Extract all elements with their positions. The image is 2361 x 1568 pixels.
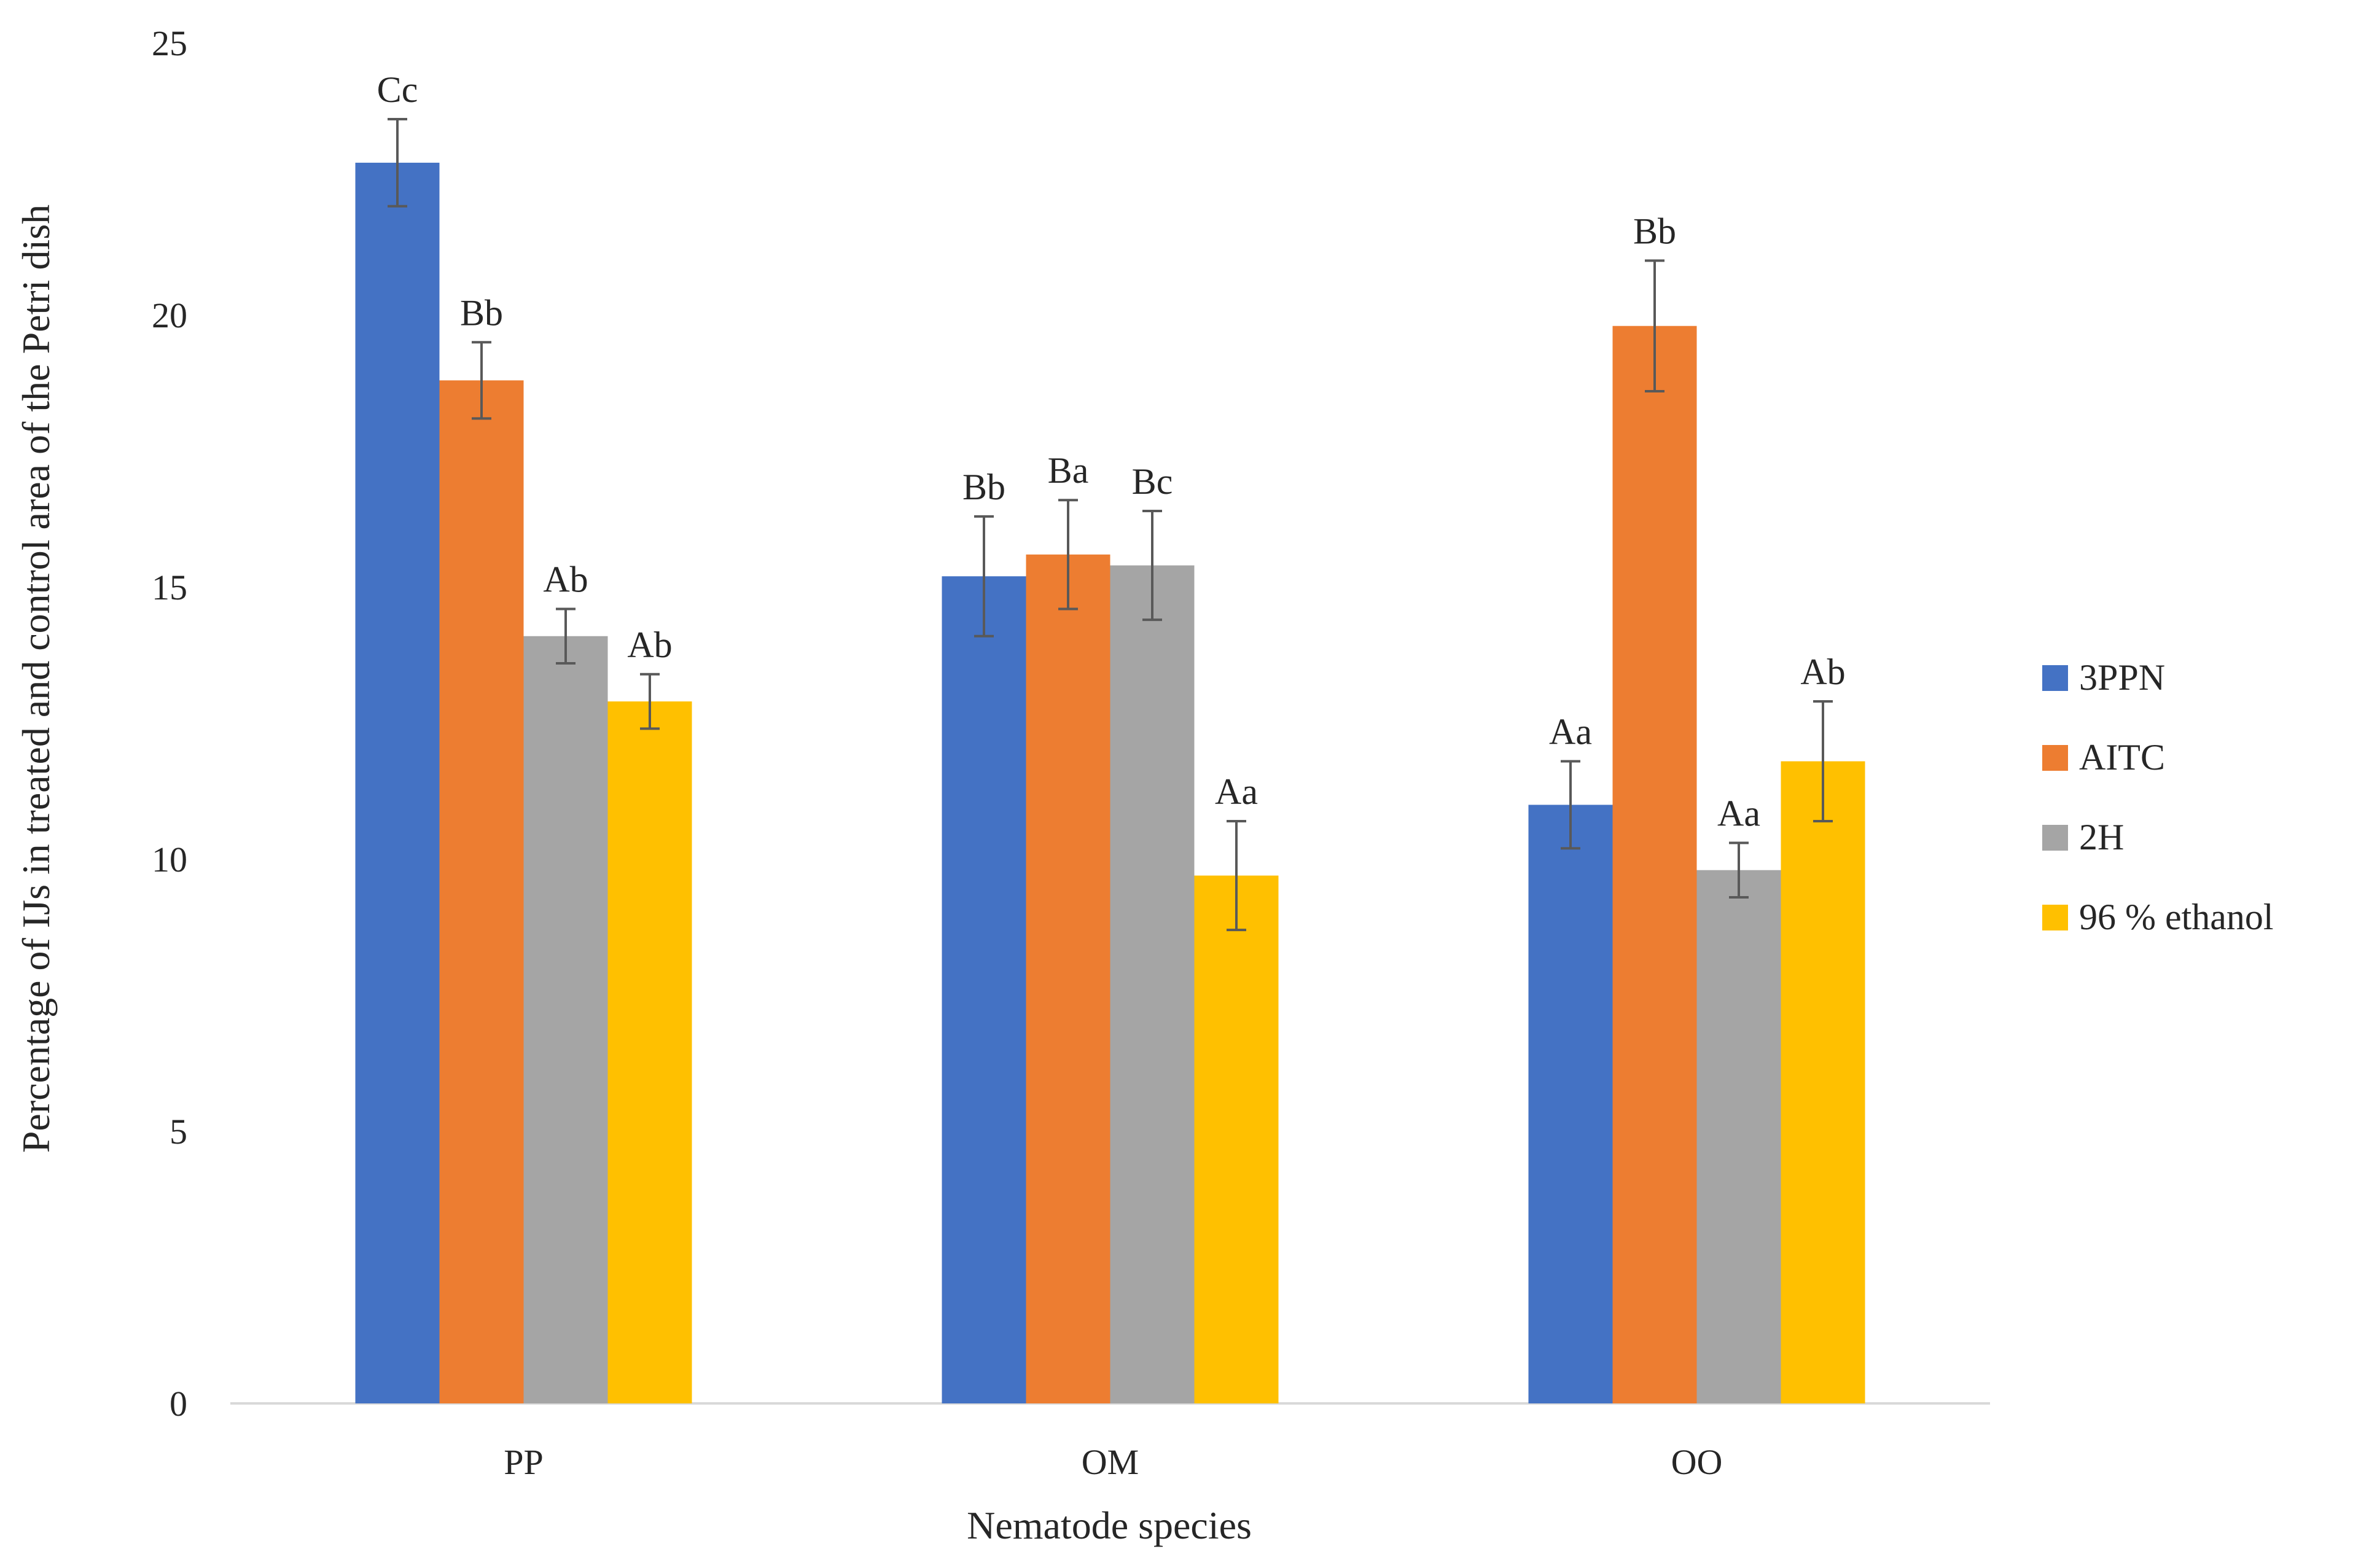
x-tick-label: OM	[1082, 1442, 1139, 1482]
x-tick-label: OO	[1671, 1442, 1723, 1482]
legend-swatch	[2042, 905, 2068, 930]
bar-2h-pp	[523, 636, 608, 1403]
significance-label: Ba	[1048, 450, 1089, 491]
significance-label: Cc	[377, 69, 418, 110]
bar-aitc-oo	[1612, 326, 1697, 1403]
legend-item: 2H	[2042, 817, 2124, 857]
y-axis-title: Percentage of IJs in treated and control…	[14, 205, 58, 1153]
legend-item: 3PPN	[2042, 657, 2165, 698]
significance-label: Ab	[1800, 652, 1845, 692]
legend-item: 96 % ethanol	[2042, 897, 2274, 937]
y-tick-label: 0	[170, 1384, 187, 1424]
significance-label: Bb	[460, 292, 503, 333]
bar-3ppn-pp	[355, 162, 440, 1403]
bar-3ppn-oo	[1528, 805, 1613, 1403]
error-bar	[640, 673, 660, 730]
error-bar	[1729, 841, 1749, 899]
legend-label: 3PPN	[2079, 657, 2165, 698]
error-bar	[1561, 760, 1580, 850]
significance-label: Ab	[543, 559, 588, 599]
bar-3ppn-om	[942, 576, 1026, 1403]
legend-swatch	[2042, 665, 2068, 691]
legend-swatch	[2042, 745, 2068, 771]
bar-aitc-pp	[439, 380, 524, 1403]
x-tick-label: PP	[504, 1442, 544, 1482]
legend-label: 2H	[2079, 817, 2124, 857]
bar-2h-oo	[1696, 870, 1781, 1403]
significance-label: Bb	[962, 467, 1005, 507]
significance-label: Bc	[1132, 461, 1173, 502]
error-bar	[556, 607, 576, 665]
significance-label: Aa	[1549, 712, 1592, 752]
bar-96-ethanol-pp	[607, 701, 692, 1403]
bar-2h-om	[1110, 565, 1195, 1403]
legend-label: AITC	[2079, 737, 2165, 778]
legend: 3PPN AITC 2H 96 % ethanol	[2042, 657, 2274, 937]
error-bar	[1813, 700, 1833, 822]
error-bar	[472, 341, 491, 420]
significance-label: Aa	[1717, 793, 1760, 833]
y-axis-ticks: 0 5 10 15 20 25	[152, 23, 187, 1424]
x-axis-title: Nematode species	[967, 1504, 1252, 1547]
error-bar	[974, 515, 994, 638]
error-bar	[1142, 509, 1162, 622]
y-tick-label: 15	[152, 568, 187, 607]
significance-label: Bb	[1633, 211, 1676, 251]
y-tick-label: 10	[152, 840, 187, 880]
error-bar	[1645, 259, 1664, 393]
bar-96-ethanol-oo	[1781, 761, 1865, 1403]
significance-label: Ab	[627, 625, 672, 665]
legend-item: AITC	[2042, 737, 2165, 778]
legend-label: 96 % ethanol	[2079, 897, 2274, 937]
error-bar	[388, 118, 407, 208]
bar-96-ethanol-om	[1194, 875, 1279, 1403]
y-tick-label: 20	[152, 295, 187, 335]
bar-aitc-om	[1026, 554, 1110, 1403]
error-bar	[1227, 819, 1246, 932]
significance-label: Aa	[1215, 771, 1258, 812]
error-bar	[1058, 499, 1078, 610]
bars: Cc Bb Ab Ab Bb Ba Bc Aa Aa Bb Aa Ab	[355, 69, 1865, 1403]
legend-swatch	[2042, 825, 2068, 851]
x-axis-ticks: PP OM OO	[504, 1442, 1722, 1482]
y-tick-label: 25	[152, 23, 187, 63]
y-tick-label: 5	[170, 1112, 187, 1152]
